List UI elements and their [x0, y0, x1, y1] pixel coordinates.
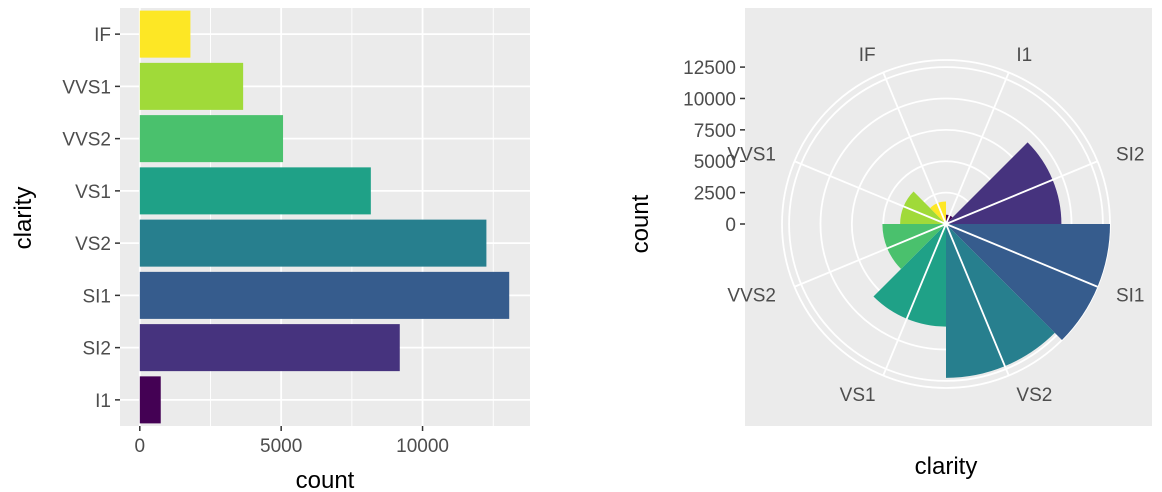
polar-r-ticks: 0 2500 5000 7500 10000 12500	[683, 58, 745, 236]
wedge-VS2	[946, 224, 1055, 378]
polar-r-tick-label: 0	[725, 215, 736, 236]
bar-VVS2	[139, 115, 284, 163]
bar-y-ticks: I1 SI2 SI1 VS2 VS1 VVS2 VVS1 IF	[62, 25, 120, 412]
bar-IF	[139, 10, 191, 58]
polar-spoke	[945, 223, 1010, 376]
polar-spokes	[794, 72, 1098, 376]
polar-y-axis-title: count	[627, 194, 654, 253]
wedge-VS1	[873, 224, 946, 327]
polar-spoke	[882, 223, 947, 376]
polar-category-label: SI1	[1116, 285, 1145, 306]
bar-x-tick-label: 10000	[396, 436, 449, 457]
wedge-SI1	[946, 224, 1110, 340]
bar-VS1	[139, 167, 371, 215]
polar-r-tick-label: 5000	[694, 152, 736, 173]
polar-spoke	[945, 160, 1098, 225]
wedge-IF	[930, 201, 946, 224]
polar-spoke	[945, 72, 1010, 225]
polar-marks	[873, 142, 1110, 378]
polar-category-label: I1	[1016, 45, 1032, 66]
bar-x-tick-label: 5000	[260, 436, 302, 457]
polar-spoke	[945, 223, 1098, 288]
wedge-VVS1	[900, 191, 946, 224]
bar-I1	[139, 376, 161, 424]
polar-category-label: VS1	[840, 385, 876, 406]
polar-category-labels: I1 SI2 SI1 VS2 VS1 VVS2 VVS1 IF	[727, 45, 1144, 406]
polar-spoke	[882, 72, 947, 225]
bar-VVS1	[139, 62, 244, 110]
polar-spoke	[794, 160, 947, 225]
bar-SI2	[139, 324, 400, 372]
polar-category-label: VS2	[1016, 385, 1052, 406]
bar-y-tick-label: VS1	[75, 182, 111, 203]
polar-category-label: SI2	[1116, 145, 1145, 166]
polar-category-label: VVS1	[727, 145, 776, 166]
bar-chart: I1 SI2 SI1 VS2 VS1 VVS2 VVS1 IF 0 5000 10000 coun…	[10, 8, 530, 492]
polar-category-label: IF	[859, 45, 876, 66]
polar-category-label: VVS2	[727, 285, 776, 306]
bar-y-axis-title: clarity	[10, 187, 37, 250]
wedge-VVS2	[882, 224, 946, 269]
bar-marks	[139, 10, 510, 424]
bar-SI1	[139, 271, 510, 319]
bar-y-tick-label: SI2	[82, 339, 111, 360]
bar-x-ticks: 0 5000 10000	[135, 426, 449, 457]
wedge-SI2	[946, 142, 1062, 224]
bar-y-tick-label: SI1	[82, 286, 111, 307]
bar-y-tick-label: IF	[94, 25, 111, 46]
bar-y-tick-label: VVS1	[62, 77, 111, 98]
bar-y-tick-label: VS2	[75, 234, 111, 255]
bar-y-tick-label: I1	[95, 391, 111, 412]
bar-x-axis-title: count	[296, 467, 355, 492]
bar-x-tick-label: 0	[135, 436, 146, 457]
polar-r-tick-label: 2500	[694, 184, 736, 205]
polar-spoke	[794, 223, 947, 288]
polar-r-tick-label: 7500	[694, 121, 736, 142]
polar-r-tick-label: 12500	[683, 58, 736, 79]
polar-x-axis-title: clarity	[915, 453, 978, 480]
polar-r-tick-label: 10000	[683, 89, 736, 110]
bar-y-tick-label: VVS2	[62, 130, 111, 151]
bar-VS2	[139, 219, 487, 267]
polar-chart: I1 SI2 SI1 VS2 VS1 VVS2 VVS1 IF 0 2500 5000 7500 10…	[627, 8, 1152, 480]
